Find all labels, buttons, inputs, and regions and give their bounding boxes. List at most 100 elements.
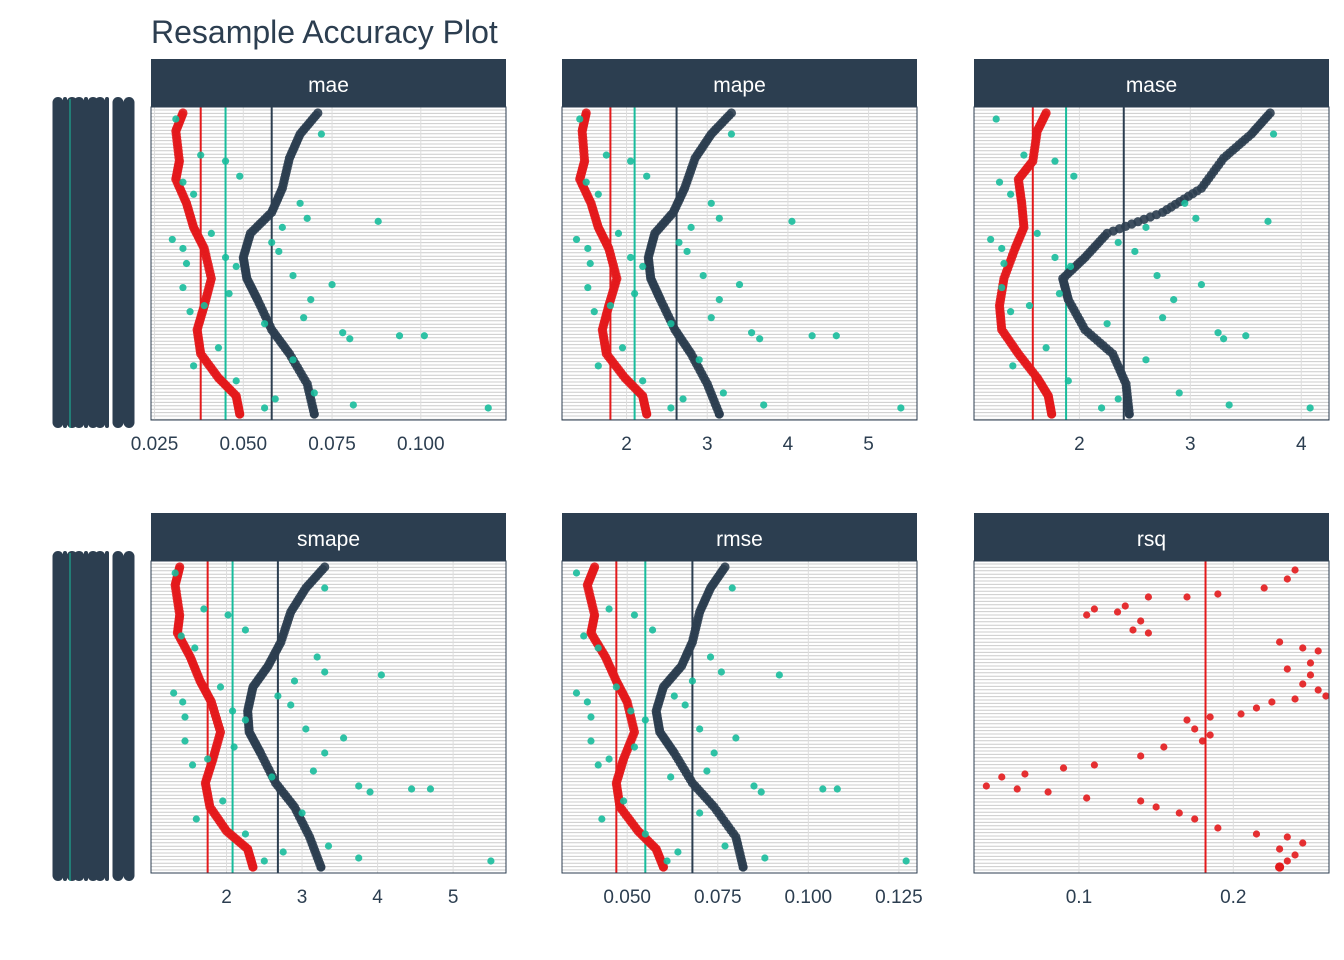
data-point	[1306, 671, 1315, 679]
data-point	[706, 653, 715, 661]
horizontal-gridlines	[974, 563, 1329, 871]
data-point	[696, 809, 704, 817]
data-point	[580, 632, 588, 640]
data-point	[639, 262, 647, 271]
data-point	[309, 409, 319, 419]
data-point	[1314, 647, 1322, 655]
x-tick-label: 3	[297, 887, 308, 908]
data-point	[1152, 803, 1160, 811]
data-point	[1025, 302, 1034, 310]
data-point	[584, 283, 592, 292]
data-point	[374, 217, 382, 225]
data-point	[641, 830, 649, 838]
data-point	[1113, 608, 1122, 616]
y-tick-label	[112, 97, 124, 428]
x-tick-label: 4	[372, 887, 383, 908]
data-point	[200, 302, 208, 310]
x-tick-label: 2	[621, 434, 632, 455]
horizontal-gridlines	[562, 563, 917, 871]
data-point	[631, 290, 639, 298]
facet-strip-label: rmse	[716, 528, 763, 551]
data-point	[995, 178, 1004, 186]
data-point	[219, 797, 227, 805]
y-tick-label	[94, 551, 106, 881]
data-point	[197, 151, 205, 159]
facet-strip	[562, 513, 917, 561]
data-point	[572, 569, 581, 577]
x-tick-label: 0.1	[1066, 887, 1092, 908]
y-tick-label	[105, 97, 109, 428]
data-point	[1020, 151, 1028, 159]
x-tick-label: 0.2	[1220, 887, 1246, 908]
data-point	[179, 698, 187, 706]
data-point	[407, 785, 416, 793]
x-tick-label: 4	[783, 434, 794, 455]
data-point	[618, 344, 627, 352]
facet-smape: smape 2 3 4 5	[52, 513, 507, 908]
facet-mase: mase 2 3 4	[973, 59, 1330, 455]
data-point	[248, 862, 258, 872]
data-point	[586, 259, 594, 268]
data-point	[663, 857, 671, 865]
data-point	[207, 229, 215, 237]
data-point	[1225, 401, 1233, 409]
facet-strip	[151, 513, 506, 561]
data-point	[313, 653, 321, 661]
data-point	[1131, 247, 1139, 256]
data-point	[630, 611, 639, 619]
data-point	[1183, 716, 1191, 724]
facet-rmse: rmse 0.050 0.075 0.100 0.125	[561, 513, 923, 908]
data-point	[728, 584, 736, 592]
data-point	[626, 253, 635, 262]
data-point	[612, 683, 620, 691]
data-point	[355, 854, 363, 862]
data-point	[688, 677, 697, 685]
data-point	[221, 253, 230, 262]
data-point	[1144, 629, 1153, 637]
data-point	[1124, 409, 1134, 419]
data-point	[307, 296, 315, 304]
data-point	[321, 668, 329, 676]
data-point	[756, 335, 764, 343]
data-point	[598, 815, 606, 823]
data-point	[487, 857, 495, 865]
data-point	[236, 172, 244, 180]
data-point	[221, 157, 230, 165]
data-point	[1299, 644, 1307, 652]
data-point	[1181, 199, 1189, 207]
data-point	[268, 773, 276, 781]
data-point	[340, 734, 348, 742]
data-point	[1044, 788, 1052, 796]
data-point	[1142, 223, 1150, 231]
data-point	[760, 401, 768, 409]
data-point	[1083, 794, 1091, 802]
facet-strip-label: mape	[713, 74, 766, 97]
data-point	[261, 320, 269, 328]
data-point	[1121, 602, 1129, 610]
facet-mape: mape 2 3 4 5	[561, 59, 918, 455]
data-point	[721, 842, 729, 850]
data-point	[1283, 833, 1291, 841]
data-point	[675, 238, 683, 247]
data-point	[641, 716, 649, 724]
data-point	[1197, 280, 1206, 289]
facet-strip	[974, 59, 1329, 107]
data-point	[626, 157, 635, 165]
data-point	[619, 797, 628, 805]
data-point	[1137, 797, 1145, 805]
data-point	[683, 247, 691, 256]
data-point	[1000, 259, 1008, 268]
y-tick-label	[112, 551, 124, 881]
data-point	[346, 335, 354, 343]
data-point	[982, 782, 990, 790]
data-point	[225, 290, 233, 298]
data-point	[1214, 329, 1222, 337]
data-point	[1276, 845, 1284, 853]
data-point	[1059, 764, 1068, 772]
y-tick-label	[84, 551, 88, 881]
x-tick-label: 0.075	[308, 434, 356, 455]
y-tick-label	[73, 551, 85, 881]
data-point	[587, 737, 595, 745]
data-point	[1013, 785, 1021, 793]
x-tick-label: 0.050	[220, 434, 268, 455]
